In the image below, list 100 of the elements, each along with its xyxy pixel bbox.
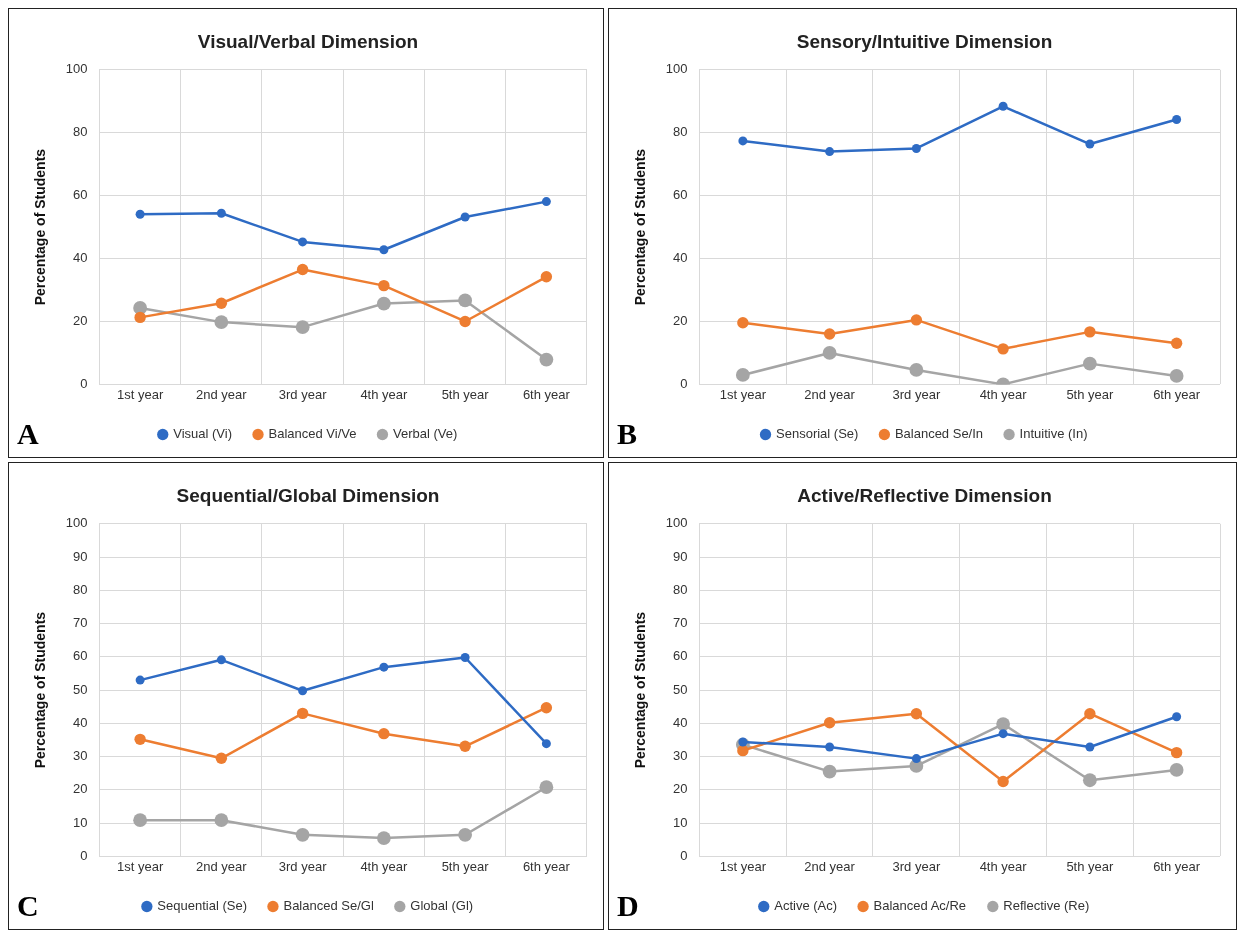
y-tick-label: 80	[673, 581, 688, 597]
y-tick-label: 100	[65, 61, 88, 77]
x-tick-label: 6th year	[1153, 386, 1201, 402]
point	[459, 740, 471, 753]
point	[998, 729, 1008, 739]
y-tick-label: 50	[673, 681, 688, 697]
legend-label: Balanced Se/In	[894, 426, 984, 442]
x-tick-label: 2nd year	[804, 386, 856, 402]
point	[910, 708, 923, 720]
point	[295, 320, 310, 335]
point	[1084, 326, 1096, 338]
point	[910, 314, 923, 326]
legend-label: Visual (Vi)	[173, 426, 233, 442]
x-tick-label: 1st year	[719, 858, 767, 874]
y-axis-title: Percentage of Students	[32, 148, 49, 306]
x-tick-label: 4th year	[979, 386, 1028, 402]
point	[825, 742, 835, 752]
y-tick-label: 0	[80, 375, 88, 391]
legend-label: Active (Ac)	[774, 898, 838, 914]
point	[376, 296, 391, 311]
point	[540, 702, 553, 714]
y-tick-label: 0	[680, 847, 688, 863]
y-tick-label: 40	[73, 714, 88, 730]
point	[1169, 763, 1184, 777]
x-tick-label: 3rd year	[892, 858, 941, 874]
x-tick-label: 6th year	[522, 386, 571, 402]
point	[216, 655, 226, 665]
point	[735, 368, 750, 382]
text: C	[17, 888, 39, 922]
point	[911, 754, 921, 764]
y-tick-label: 80	[73, 124, 88, 140]
y-tick-label: 80	[73, 581, 88, 597]
point	[541, 739, 551, 749]
y-tick-label: 90	[73, 548, 88, 564]
point	[539, 780, 554, 795]
x-tick-label: 5th year	[1066, 386, 1115, 402]
y-tick-label: 60	[73, 187, 88, 203]
point	[460, 212, 470, 222]
point	[134, 311, 146, 324]
legend-label: Reflective (Re)	[1003, 898, 1090, 914]
point	[378, 279, 390, 292]
y-tick-label: 40	[73, 250, 88, 266]
point	[909, 363, 924, 377]
point	[1082, 356, 1097, 371]
x-tick-label: 4th year	[360, 386, 409, 402]
x-tick-label: 6th year	[522, 858, 571, 874]
point	[825, 147, 835, 157]
legend-label: Sequential (Se)	[157, 898, 247, 914]
x-tick-label: 3rd year	[892, 386, 941, 402]
point	[998, 101, 1008, 111]
point	[738, 737, 748, 747]
point	[1082, 773, 1097, 788]
y-tick-label: 70	[673, 615, 688, 631]
x-tick-label: 2nd year	[804, 858, 856, 874]
point	[996, 717, 1011, 731]
point	[134, 733, 146, 746]
point	[1084, 708, 1096, 720]
point	[298, 237, 308, 247]
y-tick-label: 80	[673, 124, 688, 140]
point	[295, 827, 310, 842]
point	[135, 209, 145, 219]
point	[540, 271, 553, 283]
y-tick-label: 100	[65, 515, 88, 531]
point	[1172, 712, 1182, 722]
y-tick-label: 20	[673, 781, 688, 797]
point	[458, 827, 473, 842]
point	[997, 775, 1009, 788]
legend-label: Intuitive (In)	[1019, 426, 1088, 442]
point	[216, 208, 226, 218]
point	[822, 346, 837, 360]
y-axis-title: Percentage of Students	[632, 148, 649, 306]
legend-label: Balanced Se/Gl	[283, 898, 374, 914]
chart-title: Active/Reflective Dimension	[797, 484, 1052, 506]
chart-title: Visual/Verbal Dimension	[197, 30, 419, 52]
y-tick-label: 20	[73, 781, 88, 797]
point	[1085, 139, 1095, 149]
legend-label: Balanced Vi/Ve	[268, 426, 357, 442]
point	[298, 686, 308, 696]
point	[376, 831, 391, 846]
point	[1170, 746, 1183, 759]
point	[214, 315, 229, 330]
y-tick-label: 100	[665, 515, 688, 531]
point	[135, 675, 145, 685]
point	[296, 263, 309, 276]
point	[911, 143, 921, 153]
x-tick-label: 4th year	[360, 858, 409, 874]
point	[738, 136, 748, 146]
point	[460, 653, 470, 663]
text: D	[617, 888, 639, 922]
y-tick-label: 20	[73, 313, 88, 329]
point	[1172, 115, 1182, 125]
point	[541, 197, 551, 207]
x-tick-label: 2nd year	[196, 858, 248, 874]
y-tick-label: 50	[73, 681, 88, 697]
y-tick-label: 60	[673, 648, 688, 664]
point	[459, 315, 471, 328]
x-tick-label: 5th year	[441, 858, 490, 874]
y-tick-label: 10	[673, 814, 688, 830]
point	[378, 727, 390, 740]
y-tick-label: 10	[73, 814, 88, 830]
